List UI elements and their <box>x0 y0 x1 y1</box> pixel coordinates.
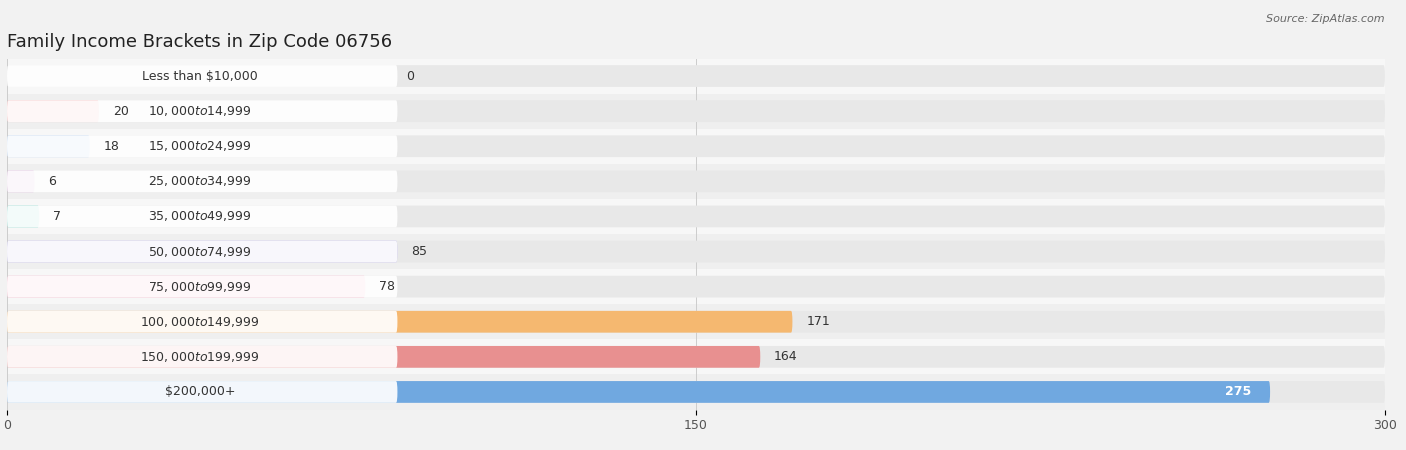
FancyBboxPatch shape <box>7 65 1385 87</box>
Bar <box>7 129 1385 164</box>
Text: 275: 275 <box>1226 386 1251 398</box>
Text: $75,000 to $99,999: $75,000 to $99,999 <box>148 279 252 294</box>
FancyBboxPatch shape <box>7 311 1385 333</box>
FancyBboxPatch shape <box>7 135 90 157</box>
Bar <box>7 164 1385 199</box>
FancyBboxPatch shape <box>7 100 1385 122</box>
Text: $100,000 to $149,999: $100,000 to $149,999 <box>141 315 260 329</box>
Bar <box>7 94 1385 129</box>
Text: Source: ZipAtlas.com: Source: ZipAtlas.com <box>1267 14 1385 23</box>
Text: 18: 18 <box>104 140 120 153</box>
FancyBboxPatch shape <box>7 311 793 333</box>
Text: Less than $10,000: Less than $10,000 <box>142 70 257 82</box>
Bar <box>7 58 1385 94</box>
Text: 6: 6 <box>48 175 56 188</box>
FancyBboxPatch shape <box>7 381 1385 403</box>
Text: $35,000 to $49,999: $35,000 to $49,999 <box>148 209 252 224</box>
FancyBboxPatch shape <box>7 206 398 227</box>
FancyBboxPatch shape <box>7 171 1385 192</box>
Bar <box>7 199 1385 234</box>
Bar <box>7 339 1385 374</box>
FancyBboxPatch shape <box>7 346 398 368</box>
Text: Family Income Brackets in Zip Code 06756: Family Income Brackets in Zip Code 06756 <box>7 33 392 51</box>
Text: 20: 20 <box>112 105 128 117</box>
FancyBboxPatch shape <box>7 346 761 368</box>
FancyBboxPatch shape <box>7 346 1385 368</box>
Bar <box>7 234 1385 269</box>
FancyBboxPatch shape <box>7 171 35 192</box>
Text: 171: 171 <box>806 315 830 328</box>
FancyBboxPatch shape <box>7 241 398 262</box>
FancyBboxPatch shape <box>7 311 398 333</box>
FancyBboxPatch shape <box>7 276 366 297</box>
Text: $150,000 to $199,999: $150,000 to $199,999 <box>141 350 260 364</box>
FancyBboxPatch shape <box>7 100 398 122</box>
FancyBboxPatch shape <box>7 276 1385 297</box>
FancyBboxPatch shape <box>7 135 398 157</box>
Bar <box>7 374 1385 410</box>
Text: 78: 78 <box>380 280 395 293</box>
FancyBboxPatch shape <box>7 65 398 87</box>
Text: $25,000 to $34,999: $25,000 to $34,999 <box>148 174 252 189</box>
FancyBboxPatch shape <box>7 206 1385 227</box>
FancyBboxPatch shape <box>7 135 1385 157</box>
Text: $15,000 to $24,999: $15,000 to $24,999 <box>148 139 252 153</box>
FancyBboxPatch shape <box>7 241 1385 262</box>
Text: $50,000 to $74,999: $50,000 to $74,999 <box>148 244 252 259</box>
Text: $10,000 to $14,999: $10,000 to $14,999 <box>148 104 252 118</box>
FancyBboxPatch shape <box>7 206 39 227</box>
FancyBboxPatch shape <box>7 241 398 262</box>
FancyBboxPatch shape <box>7 381 398 403</box>
Text: $200,000+: $200,000+ <box>165 386 235 398</box>
Bar <box>7 269 1385 304</box>
Text: 85: 85 <box>411 245 427 258</box>
Text: 0: 0 <box>406 70 415 82</box>
FancyBboxPatch shape <box>7 100 98 122</box>
FancyBboxPatch shape <box>7 276 398 297</box>
FancyBboxPatch shape <box>7 381 1270 403</box>
FancyBboxPatch shape <box>7 171 398 192</box>
Bar <box>7 304 1385 339</box>
Text: 164: 164 <box>775 351 797 363</box>
Text: 7: 7 <box>53 210 60 223</box>
